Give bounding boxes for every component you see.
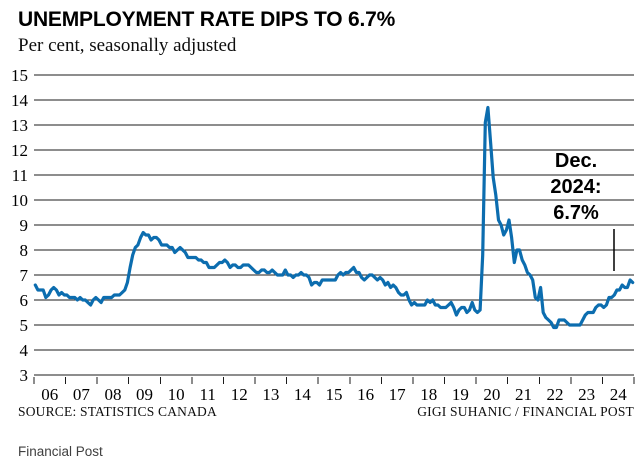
y-axis-label: 6	[20, 291, 29, 310]
y-axis-label: 10	[11, 191, 28, 210]
y-axis-label: 4	[20, 341, 29, 360]
x-axis-label: 12	[231, 385, 248, 403]
x-axis-label: 17	[389, 385, 407, 403]
annotation-text: 2024:	[550, 176, 601, 198]
x-axis-label: 11	[199, 385, 215, 403]
x-axis-label: 23	[578, 385, 595, 403]
x-axis-label: 21	[515, 385, 532, 403]
x-axis-label: 06	[41, 385, 58, 403]
chart-footer: SOURCE: STATISTICS CANADA GIGI SUHANIC /…	[0, 404, 642, 420]
x-axis-label: 09	[136, 385, 153, 403]
x-axis-label: 15	[326, 385, 343, 403]
x-axis-label: 22	[547, 385, 564, 403]
annotation-text: 6.7%	[553, 202, 599, 224]
source-text: SOURCE: STATISTICS CANADA	[18, 404, 217, 419]
y-axis-label: 13	[11, 116, 28, 135]
x-axis-label: 19	[452, 385, 469, 403]
x-axis-label: 08	[104, 385, 121, 403]
x-axis-label: 24	[610, 385, 628, 403]
chart-title: UNEMPLOYMENT RATE DIPS TO 6.7%	[18, 8, 396, 31]
caption-financial-post: Financial Post	[18, 444, 103, 459]
y-axis-label: 8	[20, 241, 29, 260]
x-axis-label: 20	[483, 385, 500, 403]
y-axis-label: 12	[11, 141, 28, 160]
y-axis-label: 7	[20, 266, 29, 285]
y-axis-label: 15	[11, 66, 28, 85]
y-axis-label: 14	[11, 91, 29, 110]
y-axis-label: 11	[12, 166, 28, 185]
y-axis-label: 9	[20, 216, 29, 235]
x-axis-label: 18	[420, 385, 437, 403]
x-axis-label: 07	[73, 385, 91, 403]
chart-subtitle: Per cent, seasonally adjusted	[18, 35, 237, 56]
x-axis-label: 13	[262, 385, 279, 403]
unemployment-chart: 3 4 5 6 7 8 9 10 11 12 13 14 15 06 07 08 09 10 11 12 13 14 15 1…	[11, 66, 635, 403]
data-line	[33, 105, 635, 330]
y-axis-label: 5	[20, 316, 29, 335]
annotation-text: Dec.	[555, 150, 597, 172]
x-axis-label: 14	[294, 385, 312, 403]
x-axis-label: 16	[357, 385, 374, 403]
y-axis-label: 3	[20, 366, 29, 385]
x-axis-label: 10	[168, 385, 185, 403]
credit-text: GIGI SUHANIC / FINANCIAL POST	[417, 404, 634, 419]
